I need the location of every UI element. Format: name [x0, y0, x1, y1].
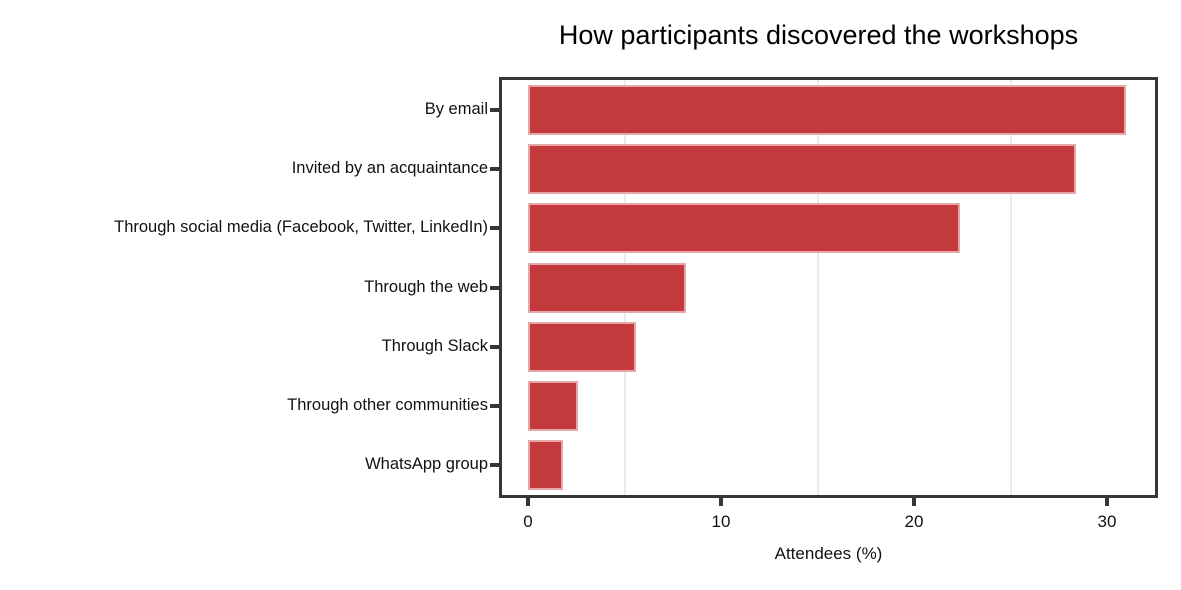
y-axis-tick [490, 107, 499, 112]
x-tick-label: 0 [523, 512, 533, 531]
category-label: Through the web [364, 277, 488, 296]
bar [528, 440, 563, 491]
category-label: Through other communities [287, 396, 488, 415]
x-tick-label: 30 [1097, 512, 1117, 531]
bar [528, 321, 637, 372]
gridline [816, 80, 819, 495]
y-axis-tick [490, 463, 499, 468]
category-label: Invited by an acquaintance [291, 158, 488, 177]
x-tick-label: 20 [904, 512, 924, 531]
bar [528, 381, 579, 432]
y-axis-tick [490, 404, 499, 409]
plot-area [499, 77, 1158, 498]
bar [528, 143, 1077, 194]
y-axis-tick [490, 226, 499, 231]
bar [528, 84, 1127, 135]
x-axis-tick [719, 497, 723, 506]
y-axis-tick [490, 344, 499, 349]
category-label: WhatsApp group [365, 455, 488, 474]
bar [528, 262, 687, 313]
bar [528, 203, 961, 254]
x-tick-label: 10 [711, 512, 731, 531]
category-label: By email [424, 99, 488, 118]
chart-title: How participants discovered the workshop… [558, 20, 1079, 50]
y-axis-tick [490, 285, 499, 290]
category-label: Through social media (Facebook, Twitter,… [114, 218, 488, 237]
x-axis-tick [526, 497, 530, 506]
category-label: Through Slack [381, 336, 488, 355]
gridline [1009, 80, 1012, 495]
x-axis-tick [912, 497, 916, 506]
x-axis-tick [1105, 497, 1109, 506]
x-axis-label: Attendees (%) [774, 544, 883, 563]
y-axis-tick [490, 166, 499, 171]
